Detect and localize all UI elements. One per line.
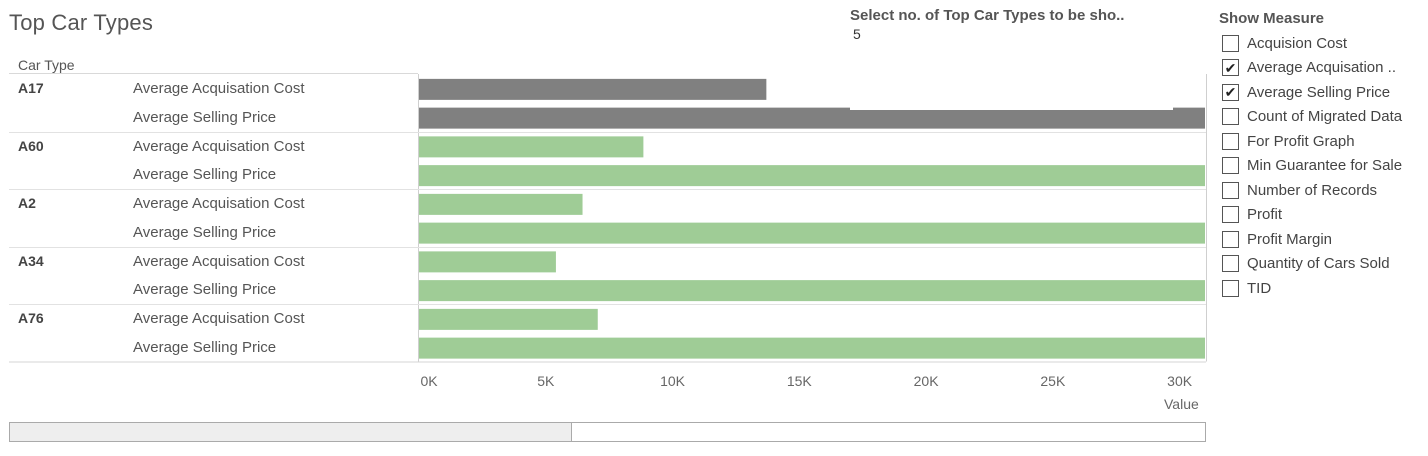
measure-option[interactable]: Quantity of Cars Sold [1219,252,1428,277]
measure-row-label: Average Selling Price [133,108,277,126]
measure-option-label: Average Selling Price [1247,83,1391,101]
unchecked-checkbox[interactable] [1222,206,1239,224]
unchecked-checkbox[interactable] [1222,157,1239,175]
x-tick-label: 30K [1167,373,1193,389]
bar[interactable]: A60 — Average Acquisation Cost: 8850 [419,136,644,158]
bar[interactable]: A76 — Average Acquisation Cost: 7050 [419,308,598,330]
measure-row-label: Average Selling Price [133,166,277,184]
measure-row-label: Average Acquisation Cost [133,310,305,327]
measure-row-label: Average Acquisation Cost [133,195,305,212]
bar[interactable]: A34 — Average Acquisation Cost: 5400 [419,251,556,273]
dashboard-title: Top Car Types [9,10,154,35]
category-label: A17 [18,80,44,96]
unchecked-checkbox[interactable] [1222,132,1239,150]
measure-option[interactable]: Number of Records [1219,178,1428,203]
measure-option-label: Average Acquisation .. [1247,59,1396,77]
bar[interactable]: A2 — Average Selling Price: 31000 [419,222,1205,244]
checkmark-icon: ✔ [1224,59,1237,76]
show-measure-panel: Show Measure Acquision Cost ✔ Average Acqu… [1219,10,1428,301]
measure-option[interactable]: Acquision Cost [1219,31,1428,56]
unchecked-checkbox[interactable] [1222,34,1239,52]
measure-option-label: Profit Margin [1247,230,1333,248]
measure-option-label: For Profit Graph [1247,132,1355,150]
column-header-car-type: Car Type [18,57,75,73]
bar[interactable]: A2 — Average Acquisation Cost: 6450 [419,193,583,215]
measure-option-label: Min Guarantee for Sale [1247,157,1403,175]
x-axis-title: Value [1164,396,1199,412]
category-label: A76 [18,310,44,326]
measure-row-label: Average Selling Price [133,338,277,356]
checked-checkbox[interactable]: ✔ [1222,59,1239,77]
top-n-selector[interactable]: Select no. of Top Car Types to be sho.. … [850,6,1173,110]
unchecked-checkbox[interactable] [1222,279,1239,297]
scrollbar-thumb[interactable] [10,423,572,441]
bar[interactable]: A17 — Average Acquisation Cost: 13700 [419,78,767,100]
x-tick-label: 0K [420,373,438,389]
measure-row-label: Average Acquisation Cost [133,137,305,155]
header-divider [9,73,418,74]
measure-row-label: Average Selling Price [133,281,277,299]
checkmark-icon: ✔ [1224,84,1237,101]
selector-title: Select no. of Top Car Types to be sho.. [850,7,1125,24]
unchecked-checkbox[interactable] [1222,230,1239,248]
x-tick-label: 10K [660,373,686,389]
measure-row-label: Average Acquisation Cost [133,80,305,97]
category-label: A2 [18,195,36,211]
measure-option[interactable]: Count of Migrated Data [1219,105,1428,130]
measure-option[interactable]: Profit [1219,203,1428,228]
unchecked-checkbox[interactable] [1222,108,1239,126]
x-tick-label: 20K [913,373,939,389]
measure-option-label: Acquision Cost [1247,34,1348,52]
measure-option[interactable]: Profit Margin [1219,227,1428,252]
category-label: A34 [18,252,44,269]
measure-option-label: Count of Migrated Data [1247,108,1403,126]
measure-option-label: TID [1247,279,1272,297]
x-tick-label: 15K [786,373,812,389]
measure-option[interactable]: Min Guarantee for Sale [1219,154,1428,179]
show-measure-title: Show Measure [1219,10,1325,27]
group-separator [9,131,1206,133]
x-tick-label: 5K [537,373,555,389]
group-separator [9,189,1206,190]
group-separator [9,246,1206,248]
selector-value[interactable]: 5 [853,26,861,42]
measure-option-label: Number of Records [1247,181,1378,199]
measure-option-label: Quantity of Cars Sold [1247,255,1390,273]
measure-option-label: Profit [1247,206,1283,224]
unchecked-checkbox[interactable] [1222,255,1239,273]
measure-row-label: Average Selling Price [133,223,277,241]
checked-checkbox[interactable]: ✔ [1222,83,1239,101]
measure-option[interactable]: ✔ Average Acquisation .. [1219,56,1428,81]
bar[interactable]: A34 — Average Selling Price: 31000 [419,280,1205,302]
measure-row-label: Average Acquisation Cost [133,252,305,270]
measure-option[interactable]: ✔ Average Selling Price [1219,80,1428,105]
group-separator [9,304,1206,305]
bar[interactable]: A76 — Average Selling Price: 31000 [419,337,1205,359]
category-label: A60 [18,137,44,154]
measure-list: Acquision Cost ✔ Average Acquisation .. ✔ Av… [1219,31,1428,301]
unchecked-checkbox[interactable] [1222,181,1239,199]
bar[interactable]: A17 — Average Selling Price: 31000 [419,107,1205,129]
bar[interactable]: A60 — Average Selling Price: 31000 [419,165,1205,187]
x-tick-label: 25K [1040,373,1066,389]
measure-option[interactable]: For Profit Graph [1219,129,1428,154]
horizontal-scrollbar[interactable] [9,422,1206,442]
measure-option[interactable]: TID [1219,276,1428,301]
